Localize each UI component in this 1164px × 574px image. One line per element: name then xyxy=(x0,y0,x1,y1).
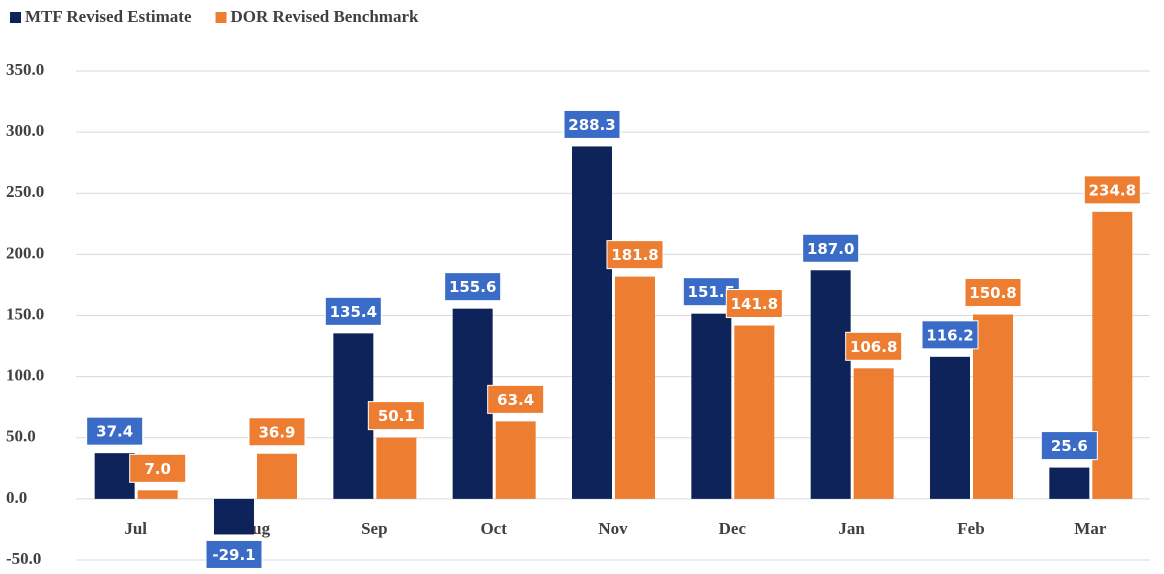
bar xyxy=(1092,211,1133,499)
data-label-box xyxy=(86,416,144,446)
bar xyxy=(495,421,536,499)
data-label-box xyxy=(1040,431,1098,461)
bar xyxy=(973,314,1013,499)
data-label: 25.6 xyxy=(1051,437,1088,455)
legend-label: MTF Revised Estimate xyxy=(25,7,192,26)
data-label: 63.4 xyxy=(497,391,534,409)
x-tick-label: Jul xyxy=(124,519,147,538)
bar xyxy=(333,333,374,499)
legend-swatch xyxy=(215,12,227,23)
bar xyxy=(810,270,851,499)
y-tick-label: 150.0 xyxy=(6,304,44,323)
x-tick-label: Sep xyxy=(361,519,387,538)
y-tick-label: 200.0 xyxy=(6,243,44,262)
data-label: 116.2 xyxy=(926,326,973,344)
x-tick-label: Oct xyxy=(480,519,507,538)
bar xyxy=(376,437,417,499)
bar xyxy=(930,356,970,499)
y-tick-label: 250.0 xyxy=(6,182,44,201)
bar xyxy=(257,453,297,499)
data-label-box xyxy=(921,320,979,350)
y-tick-label: 300.0 xyxy=(6,121,44,140)
y-tick-label: -50.0 xyxy=(6,549,41,568)
legend-swatch xyxy=(10,12,21,23)
data-label: 151.5 xyxy=(688,283,735,301)
data-label-box xyxy=(964,278,1022,308)
y-tick-label: 100.0 xyxy=(6,366,44,385)
bar xyxy=(615,276,655,499)
bar xyxy=(1049,467,1090,499)
data-label-box xyxy=(845,331,903,361)
data-label-box xyxy=(129,453,187,483)
x-tick-label: Feb xyxy=(957,519,984,538)
data-label-box xyxy=(1083,175,1141,205)
data-label-box xyxy=(367,401,425,431)
data-label: 50.1 xyxy=(378,407,415,425)
data-label-box xyxy=(487,384,545,414)
y-tick-label: 50.0 xyxy=(6,427,36,446)
bar xyxy=(214,498,254,535)
data-label: 141.8 xyxy=(731,295,778,313)
data-label-box xyxy=(324,296,382,326)
x-tick-label: Jan xyxy=(838,519,865,538)
x-tick-label: Nov xyxy=(598,519,628,538)
data-label: 234.8 xyxy=(1089,181,1136,199)
bar xyxy=(853,368,894,499)
x-tick-label: Mar xyxy=(1074,519,1107,538)
data-label: 36.9 xyxy=(258,423,295,441)
y-tick-label: 0.0 xyxy=(6,488,27,507)
data-label-box xyxy=(606,240,664,270)
bar xyxy=(137,490,178,499)
bar xyxy=(734,325,775,499)
bar xyxy=(691,313,732,499)
data-label: -29.1 xyxy=(212,546,255,564)
legend-label: DOR Revised Benchmark xyxy=(231,7,419,26)
x-tick-label: Dec xyxy=(719,519,747,538)
data-label-box xyxy=(248,417,306,447)
data-label: 37.4 xyxy=(96,423,133,441)
bar xyxy=(94,453,135,499)
data-label-box xyxy=(725,289,783,319)
data-label: 106.8 xyxy=(850,338,897,356)
data-label: 7.0 xyxy=(144,460,171,478)
data-label-box xyxy=(205,539,263,569)
data-label: 150.8 xyxy=(969,284,1016,302)
data-label-box xyxy=(802,233,860,263)
data-label: 181.8 xyxy=(611,246,658,264)
data-label: 135.4 xyxy=(330,303,377,321)
data-label-box xyxy=(444,272,502,302)
data-label: 288.3 xyxy=(568,116,615,134)
bar xyxy=(452,308,493,499)
y-tick-label: 350.0 xyxy=(6,60,44,79)
data-label: 187.0 xyxy=(807,240,854,258)
bar xyxy=(572,146,612,499)
data-label-box xyxy=(563,109,621,139)
data-label: 155.6 xyxy=(449,278,496,296)
